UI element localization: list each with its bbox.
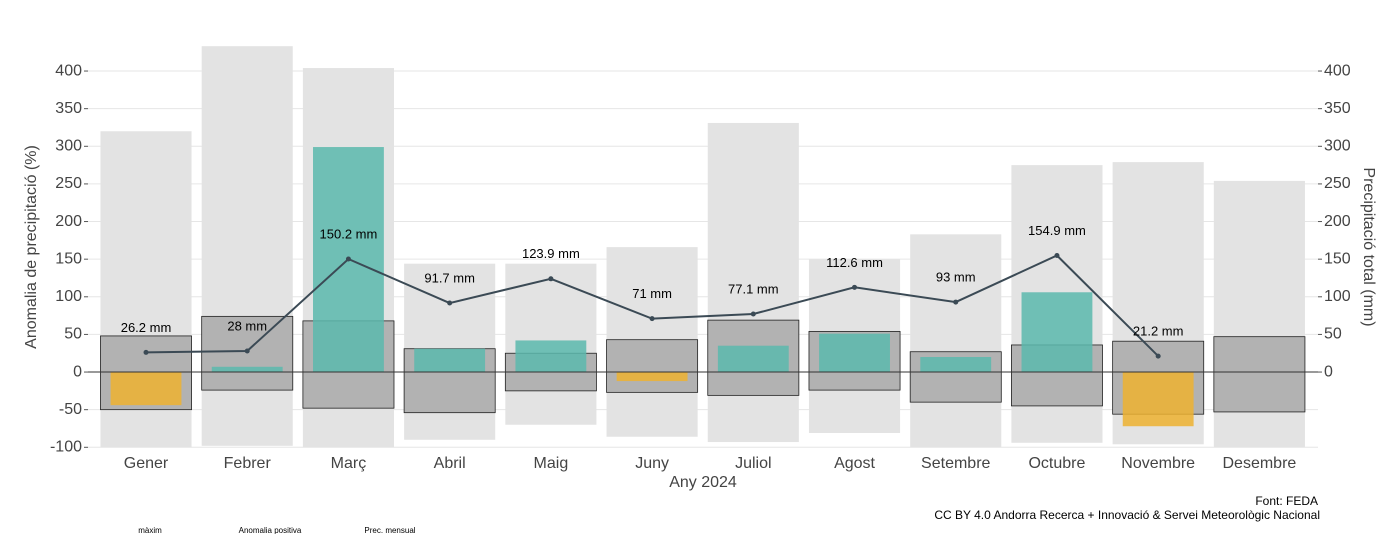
- y2-tick-label: 50: [1324, 326, 1342, 343]
- value-label: 93 mm: [936, 270, 976, 285]
- y-tick-label: 100: [55, 288, 82, 305]
- x-tick-label: Setembre: [921, 455, 990, 472]
- legend-label: màxim: [138, 526, 162, 534]
- y-tick-label: -100: [50, 439, 82, 456]
- caption: Font: FEDA: [1255, 494, 1318, 508]
- value-label: 91.7 mm: [424, 270, 475, 285]
- precip-point: [345, 256, 351, 262]
- x-tick-label: Novembre: [1121, 455, 1195, 472]
- y-tick-label: 350: [55, 100, 82, 117]
- precip-point: [143, 349, 149, 355]
- caption: CC BY 4.0 Andorra Recerca + Innovació & …: [934, 508, 1320, 522]
- precip-point: [649, 316, 655, 322]
- precip-point: [244, 348, 250, 354]
- precip-point: [750, 311, 756, 317]
- x-tick-label: Març: [331, 455, 367, 472]
- legend-label: Prec. mensual: [364, 526, 415, 534]
- anomaly-bar: [515, 340, 587, 373]
- value-label: 150.2 mm: [320, 226, 378, 241]
- y-tick-label: 50: [64, 326, 82, 343]
- value-label: 77.1 mm: [728, 281, 779, 296]
- precip-point: [953, 299, 959, 305]
- anomaly-bar: [110, 372, 182, 406]
- precip-point: [1155, 353, 1161, 359]
- y2-tick-label: 150: [1324, 250, 1351, 267]
- x-tick-label: Abril: [434, 455, 466, 472]
- x-tick-label: Agost: [834, 455, 875, 472]
- y-tick-label: -50: [59, 401, 82, 418]
- value-label: 21.2 mm: [1133, 324, 1184, 339]
- anomaly-bar: [616, 372, 688, 382]
- value-label: 154.9 mm: [1028, 223, 1086, 238]
- precip-point: [852, 284, 858, 290]
- legend-label: Anomalia positiva: [239, 526, 302, 534]
- precip-point: [548, 276, 554, 282]
- value-label: 112.6 mm: [826, 255, 883, 270]
- y2-tick-label: 100: [1324, 288, 1351, 305]
- y2-tick-label: 300: [1324, 138, 1351, 155]
- anomaly-bar: [414, 348, 486, 373]
- value-label: 26.2 mm: [121, 320, 172, 335]
- anomaly-bar: [1021, 292, 1093, 373]
- precip-point: [447, 300, 453, 306]
- anomaly-bar: [819, 333, 890, 373]
- y-tick-label: 0: [73, 363, 82, 380]
- precip-point: [1054, 252, 1060, 258]
- y-axis-title: Anomalia de precipitació (%): [23, 145, 40, 349]
- range-bar: [1213, 336, 1306, 413]
- anomaly-bar: [920, 356, 992, 373]
- x-tick-label: Octubre: [1028, 455, 1085, 472]
- y2-tick-label: 400: [1324, 62, 1351, 79]
- y-tick-label: 400: [55, 62, 82, 79]
- y-tick-label: 150: [55, 250, 82, 267]
- x-tick-label: Gener: [124, 455, 169, 472]
- anomaly-bar: [1122, 372, 1194, 427]
- x-tick-label: Maig: [534, 455, 569, 472]
- x-tick-label: Febrer: [224, 455, 272, 472]
- x-axis-title: Any 2024: [669, 474, 737, 491]
- y2-tick-label: 0: [1324, 363, 1333, 380]
- y-tick-label: 200: [55, 213, 82, 230]
- extreme-bar: [910, 234, 1002, 448]
- range-bar: [606, 339, 699, 393]
- y-tick-label: 250: [55, 175, 82, 192]
- y-tick-label: 300: [55, 138, 82, 155]
- y2-axis-title: Precipitació total (mm): [1360, 167, 1377, 326]
- anomaly-bar: [211, 366, 283, 373]
- anomaly-bar: [717, 345, 789, 373]
- value-label: 123.9 mm: [522, 246, 580, 261]
- y2-tick-label: 350: [1324, 100, 1351, 117]
- y2-tick-label: 250: [1324, 175, 1351, 192]
- value-label: 28 mm: [227, 318, 267, 333]
- x-tick-label: Juliol: [735, 455, 771, 472]
- y2-tick-label: 200: [1324, 213, 1351, 230]
- x-tick-label: Juny: [635, 455, 669, 472]
- value-label: 71 mm: [632, 286, 672, 301]
- x-tick-label: Desembre: [1222, 455, 1296, 472]
